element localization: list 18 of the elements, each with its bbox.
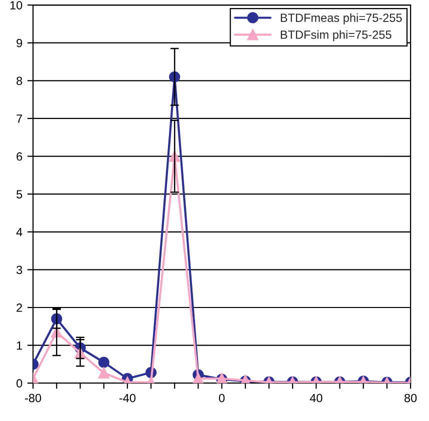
y-tick-label: 6 — [16, 152, 22, 161]
legend-label: BTDFmeas phi=75-255 — [280, 13, 402, 24]
y-tick-label: 9 — [16, 38, 22, 48]
x-tick-label: 40 — [310, 394, 322, 402]
y-tick-label: 2 — [16, 304, 22, 312]
x-tick-label: 0 — [218, 394, 225, 402]
y-tick-label: 7 — [16, 114, 22, 123]
legend-label: BTDFsim phi=75-255 — [280, 30, 392, 42]
y-tick-label: 8 — [16, 76, 22, 86]
x-tick-label: 80 — [404, 394, 417, 402]
y-tick-label: 10 — [10, 1, 22, 10]
y-tick-label: 0 — [16, 379, 22, 388]
x-tick-label: -40 — [119, 394, 136, 402]
y-tick-label: 5 — [16, 190, 22, 198]
y-tick-label: 4 — [16, 228, 22, 236]
y-tick-label: 3 — [16, 266, 22, 274]
x-tick-label: -80 — [25, 394, 42, 402]
y-tick-label: 1 — [16, 341, 22, 350]
